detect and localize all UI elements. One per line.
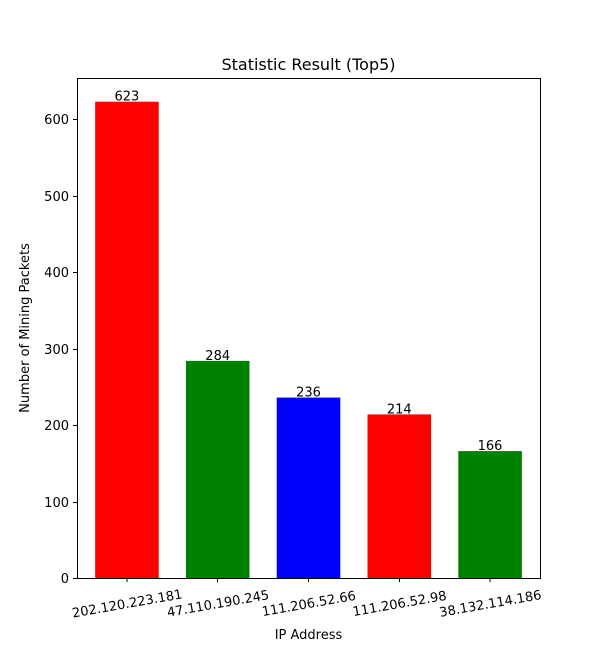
y-tick-label: 200: [44, 419, 69, 434]
bar-value-label: 623: [115, 90, 140, 105]
chart-title: Statistic Result (Top5): [221, 55, 395, 74]
bar-value-label: 236: [296, 386, 321, 401]
x-tick-label: 111.206.52.66: [261, 589, 357, 620]
plot-frame: [77, 78, 541, 579]
x-tick-label: 111.206.52.98: [352, 589, 448, 620]
bar-1: [95, 101, 159, 578]
x-tick-label: 38.132.114.186: [438, 588, 542, 621]
y-tick-label: 300: [44, 343, 69, 358]
bar-value-label: 284: [205, 349, 230, 364]
bar-2: [185, 360, 250, 578]
bars-layer: 623 284 236 214 166: [95, 90, 522, 578]
y-tick-label: 500: [44, 190, 69, 205]
bar-5: [458, 451, 522, 578]
y-tick-label: 400: [44, 266, 69, 281]
bar-value-label: 166: [478, 439, 503, 454]
bar-3: [276, 397, 341, 578]
x-axis-label: IP Address: [275, 628, 343, 643]
y-tick-label: 600: [44, 113, 69, 128]
y-axis-label: Number of Mining Packets: [18, 243, 33, 413]
y-tick-label: 100: [44, 496, 69, 511]
y-tick-label: 0: [61, 572, 69, 587]
bar-value-label: 214: [387, 402, 412, 417]
bar-4: [367, 414, 432, 578]
